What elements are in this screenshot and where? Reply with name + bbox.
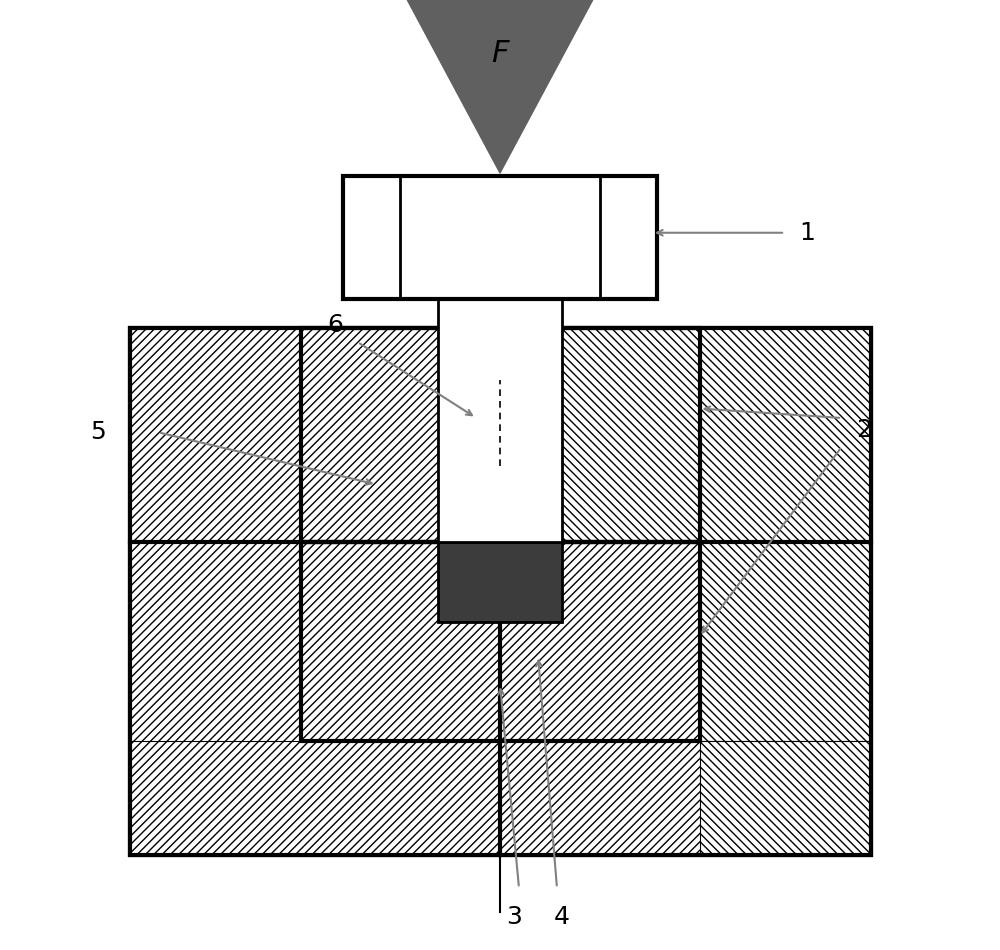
Bar — [343, 176, 657, 299]
Bar — [130, 741, 870, 855]
Text: F: F — [491, 39, 509, 68]
Bar — [438, 299, 562, 542]
Bar — [300, 328, 438, 542]
Bar — [700, 328, 870, 542]
Text: 3: 3 — [506, 905, 522, 929]
Text: 4: 4 — [554, 905, 570, 929]
Bar — [562, 328, 700, 542]
Bar — [700, 741, 870, 855]
Bar — [700, 542, 870, 855]
Bar — [300, 542, 700, 741]
Bar — [130, 328, 300, 542]
Bar — [130, 328, 870, 855]
Text: 6: 6 — [327, 314, 343, 337]
Text: 1: 1 — [799, 220, 815, 245]
Bar — [300, 542, 700, 741]
Text: 2: 2 — [856, 418, 872, 443]
Bar — [300, 328, 700, 542]
Text: 5: 5 — [90, 420, 106, 445]
Bar — [438, 542, 562, 622]
Bar — [130, 542, 300, 855]
Bar — [130, 328, 870, 855]
